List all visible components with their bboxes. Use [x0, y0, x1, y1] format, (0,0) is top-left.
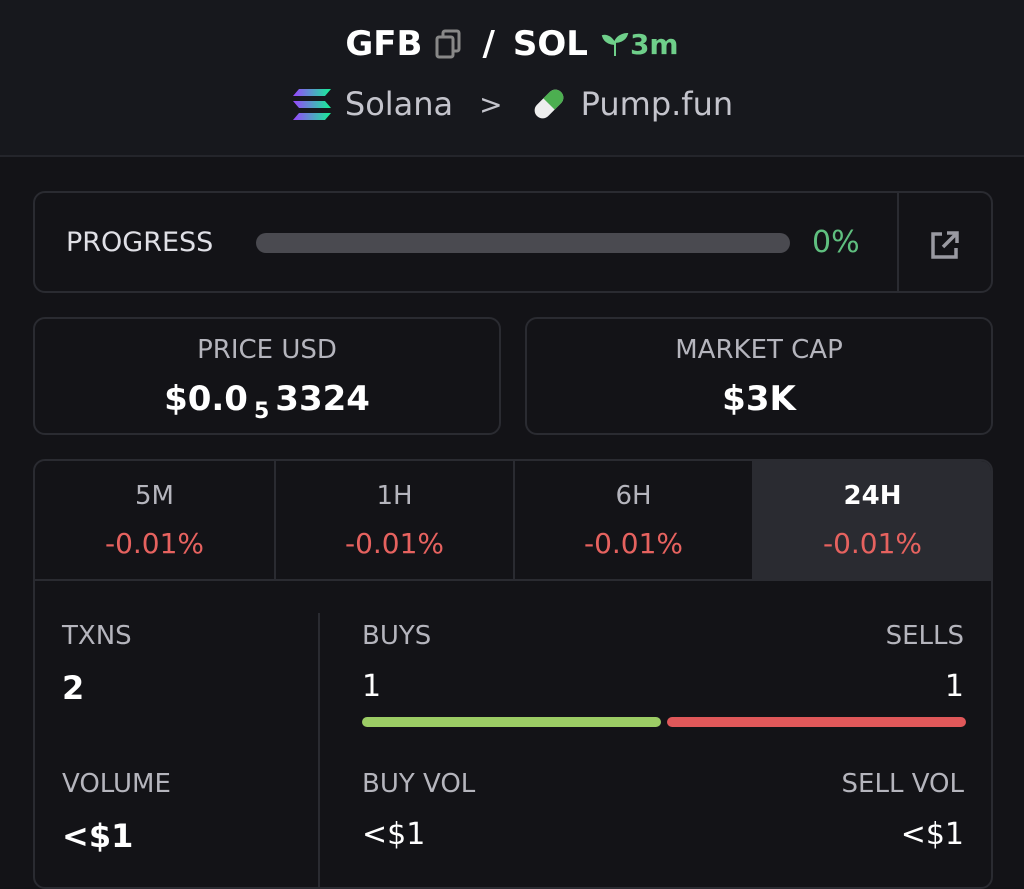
- timeframe-label: 6H: [615, 481, 652, 511]
- buys-value: 1: [362, 669, 382, 704]
- buy-vol-value: <$1: [362, 817, 426, 852]
- pill-icon: [534, 89, 563, 119]
- buy-vol-label: BUY VOL: [362, 769, 476, 799]
- timeframe-change: -0.01%: [822, 527, 923, 560]
- txns-label: TXNS: [62, 621, 132, 651]
- age: 3m: [600, 28, 679, 61]
- divider: [35, 579, 991, 581]
- timeframe-change: -0.01%: [583, 527, 684, 560]
- solana-icon: [292, 89, 331, 120]
- pair-title: GFB / SOL 3m: [0, 24, 1024, 64]
- sells-value: 1: [944, 669, 964, 704]
- token: GFB: [345, 24, 423, 64]
- age-text: 3m: [629, 27, 679, 61]
- timeframe-tab[interactable]: 1H -0.01%: [274, 461, 513, 579]
- timeframe-tab[interactable]: 6H -0.01%: [513, 461, 752, 579]
- divider: [897, 193, 899, 291]
- quote: SOL: [512, 24, 588, 64]
- price-label: PRICE USD: [197, 335, 337, 365]
- volume-label: VOLUME: [62, 769, 171, 799]
- timeframe-change: -0.01%: [344, 527, 445, 560]
- market-cap-label: MARKET CAP: [675, 335, 843, 365]
- sells-bar: [667, 717, 966, 727]
- dex[interactable]: Pump.fun: [580, 85, 734, 123]
- price-prefix: $0.0: [164, 379, 248, 419]
- timeframe-label: 5M: [135, 481, 174, 511]
- price-value: $0.0 5 3324: [35, 379, 499, 424]
- separator: /: [482, 24, 495, 64]
- chevron: >: [479, 87, 503, 121]
- sprout-icon: [601, 32, 629, 56]
- header: GFB / SOL 3m Solana > Pump.fun: [0, 0, 1024, 157]
- price-digits: 3324: [275, 379, 370, 419]
- timeframe-label: 24H: [843, 481, 902, 511]
- price-zeros: 5: [253, 398, 270, 424]
- chain[interactable]: Solana: [344, 85, 454, 123]
- price-card: PRICE USD $0.0 5 3324: [33, 317, 501, 435]
- buys-bar: [362, 717, 661, 727]
- market-cap-value: $3K: [722, 379, 796, 419]
- txns-value: 2: [62, 669, 85, 707]
- external-link-icon[interactable]: [929, 229, 961, 261]
- sells-label: SELLS: [885, 621, 964, 651]
- progress-card: PROGRESS 0%: [33, 191, 993, 293]
- sell-vol-value: <$1: [900, 817, 964, 852]
- progress-label: PROGRESS: [66, 227, 214, 258]
- stats-card: TXNS 2 VOLUME <$1 BUYS SELLS 1 1 BUY VOL…: [33, 459, 993, 889]
- divider: [318, 613, 320, 887]
- timeframe-label: 1H: [376, 481, 413, 511]
- progress-value: 0%: [812, 225, 860, 260]
- sell-vol-label: SELL VOL: [841, 769, 964, 799]
- market-cap-card: MARKET CAP $3K: [525, 317, 993, 435]
- buy-sell-ratio: [362, 717, 966, 727]
- breadcrumb: Solana > Pump.fun: [0, 84, 1024, 124]
- timeframe-change: -0.01%: [104, 527, 205, 560]
- progress-bar: [256, 233, 790, 253]
- volume-value: <$1: [62, 817, 134, 855]
- timeframe-tab[interactable]: 24H -0.01%: [752, 461, 991, 579]
- buys-label: BUYS: [362, 621, 432, 651]
- timeframe-tab[interactable]: 5M -0.01%: [35, 461, 274, 579]
- copy-icon[interactable]: [434, 28, 464, 60]
